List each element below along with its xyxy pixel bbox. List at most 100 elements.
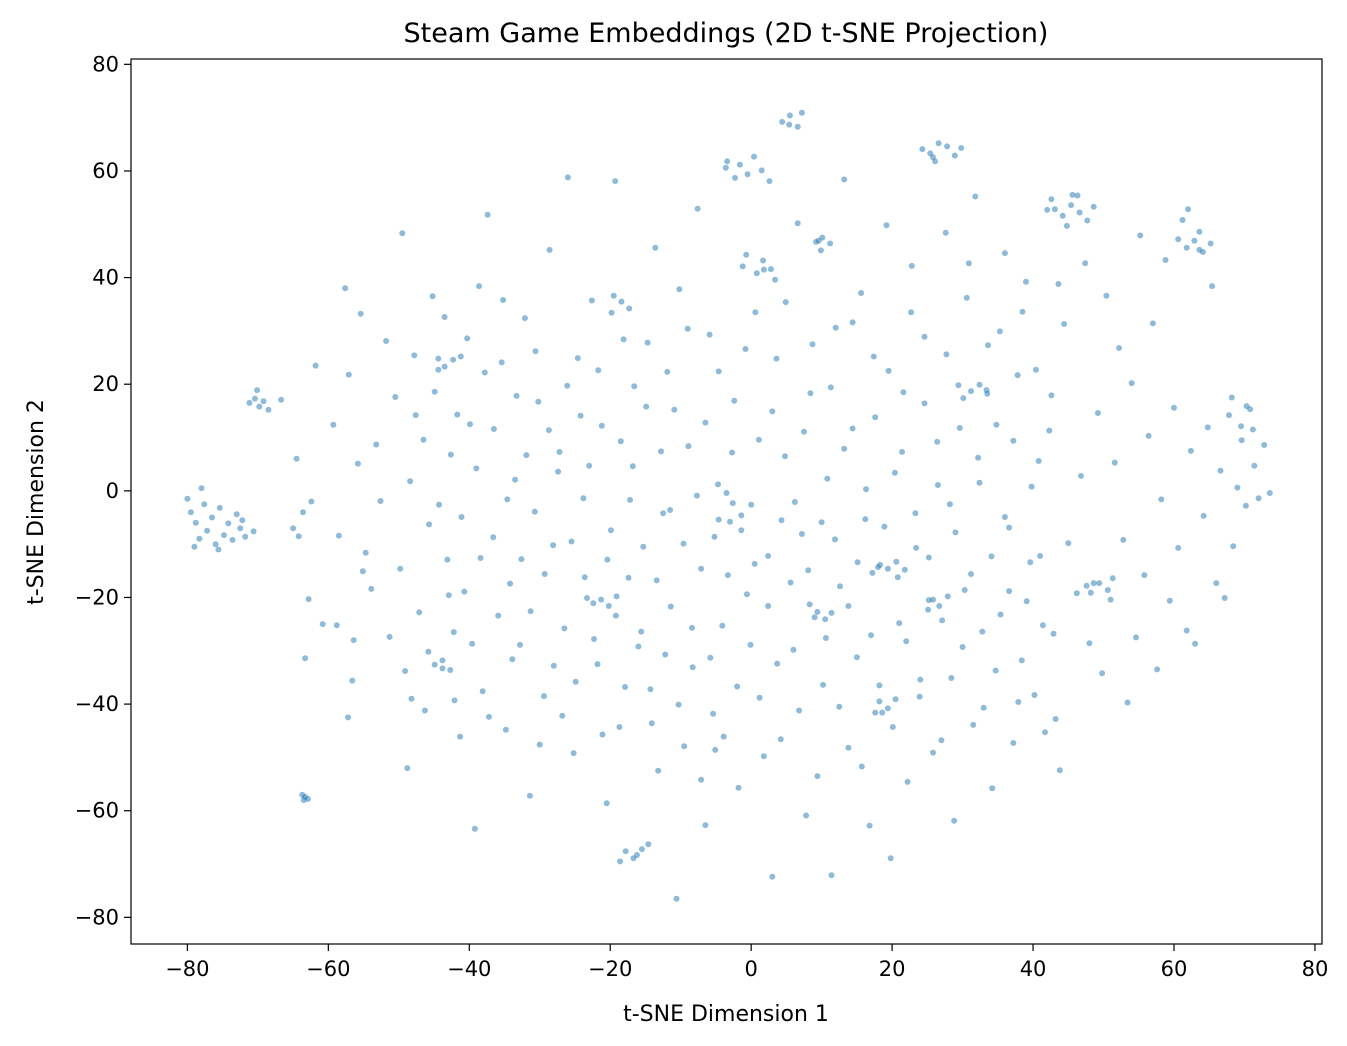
- data-point: [979, 628, 986, 635]
- data-point: [500, 297, 507, 303]
- data-point: [550, 542, 557, 549]
- data-point: [397, 565, 404, 572]
- data-point: [667, 603, 674, 610]
- data-point: [1044, 206, 1051, 213]
- plot-frame: [130, 58, 1323, 945]
- data-point: [439, 665, 446, 672]
- data-point: [546, 246, 553, 253]
- data-point: [925, 606, 932, 613]
- data-point: [1028, 483, 1035, 490]
- data-point: [629, 463, 636, 470]
- data-point: [1251, 462, 1258, 469]
- data-point: [471, 825, 478, 832]
- data-point: [872, 414, 879, 421]
- data-point: [755, 436, 762, 443]
- data-point: [760, 266, 767, 273]
- data-point: [765, 603, 772, 609]
- data-point: [252, 395, 258, 402]
- data-point: [1175, 236, 1182, 243]
- data-point: [889, 724, 896, 730]
- data-point: [1050, 630, 1057, 637]
- data-point: [479, 688, 486, 695]
- data-point: [729, 500, 736, 507]
- data-point: [644, 339, 651, 346]
- data-point: [766, 178, 773, 185]
- data-point: [295, 533, 302, 540]
- data-point: [702, 822, 709, 829]
- data-point: [1094, 410, 1101, 416]
- data-point: [1243, 403, 1250, 410]
- data-point: [1226, 412, 1232, 419]
- data-point: [738, 512, 745, 519]
- data-point: [734, 683, 741, 690]
- data-point: [989, 785, 996, 792]
- data-point: [512, 476, 519, 483]
- data-point: [813, 238, 819, 245]
- data-point: [742, 346, 749, 352]
- data-point: [832, 324, 839, 331]
- data-point: [502, 726, 509, 733]
- data-point: [209, 514, 215, 521]
- data-point: [814, 608, 821, 615]
- data-point: [760, 753, 767, 760]
- data-point: [885, 367, 892, 374]
- data-point: [1209, 283, 1216, 290]
- data-point: [901, 566, 908, 573]
- data-point: [349, 677, 356, 684]
- data-point: [1048, 392, 1055, 399]
- data-point: [963, 294, 970, 301]
- data-point: [1082, 260, 1089, 267]
- data-point: [993, 421, 1000, 428]
- data-point: [392, 394, 399, 400]
- data-point: [858, 763, 865, 770]
- data-point: [722, 164, 729, 171]
- data-point: [1090, 580, 1097, 587]
- data-point: [1019, 308, 1026, 315]
- data-point: [507, 580, 514, 587]
- data-point: [751, 153, 757, 160]
- x-tick-label: 40: [1020, 957, 1047, 981]
- y-tick-label: −40: [75, 692, 119, 716]
- data-point: [739, 263, 746, 270]
- data-point: [640, 543, 647, 550]
- data-point: [904, 778, 911, 785]
- data-point: [451, 697, 458, 704]
- data-point: [1068, 202, 1075, 209]
- y-axis-ticks: −80 −60 −40 −20 0 20 40 60 80: [75, 52, 131, 929]
- data-point: [404, 765, 411, 772]
- data-point: [201, 501, 208, 508]
- data-point: [627, 496, 633, 503]
- data-point: [302, 655, 309, 662]
- x-tick-label: 20: [879, 957, 906, 981]
- data-point: [362, 549, 369, 556]
- data-point: [613, 593, 620, 600]
- data-point: [892, 696, 899, 703]
- data-point: [1083, 582, 1090, 589]
- data-point: [556, 448, 563, 455]
- data-point: [944, 143, 951, 150]
- data-point: [801, 428, 807, 435]
- data-points: [184, 109, 1273, 902]
- data-point: [980, 704, 987, 711]
- data-point: [580, 495, 587, 502]
- data-point: [743, 591, 750, 598]
- data-point: [747, 641, 754, 648]
- data-point: [948, 675, 955, 681]
- data-point: [570, 750, 577, 757]
- data-point: [622, 848, 629, 855]
- data-point: [1234, 484, 1241, 491]
- data-point: [1199, 249, 1206, 255]
- data-point: [572, 678, 579, 685]
- data-point: [883, 222, 890, 229]
- data-point: [751, 560, 758, 567]
- data-point: [942, 229, 949, 236]
- data-point: [884, 565, 891, 572]
- data-point: [837, 583, 843, 590]
- data-point: [439, 657, 446, 664]
- data-point: [786, 112, 793, 119]
- data-point: [458, 514, 465, 520]
- data-point: [643, 403, 650, 410]
- data-point: [736, 161, 743, 168]
- data-point: [435, 355, 442, 362]
- data-point: [927, 150, 934, 157]
